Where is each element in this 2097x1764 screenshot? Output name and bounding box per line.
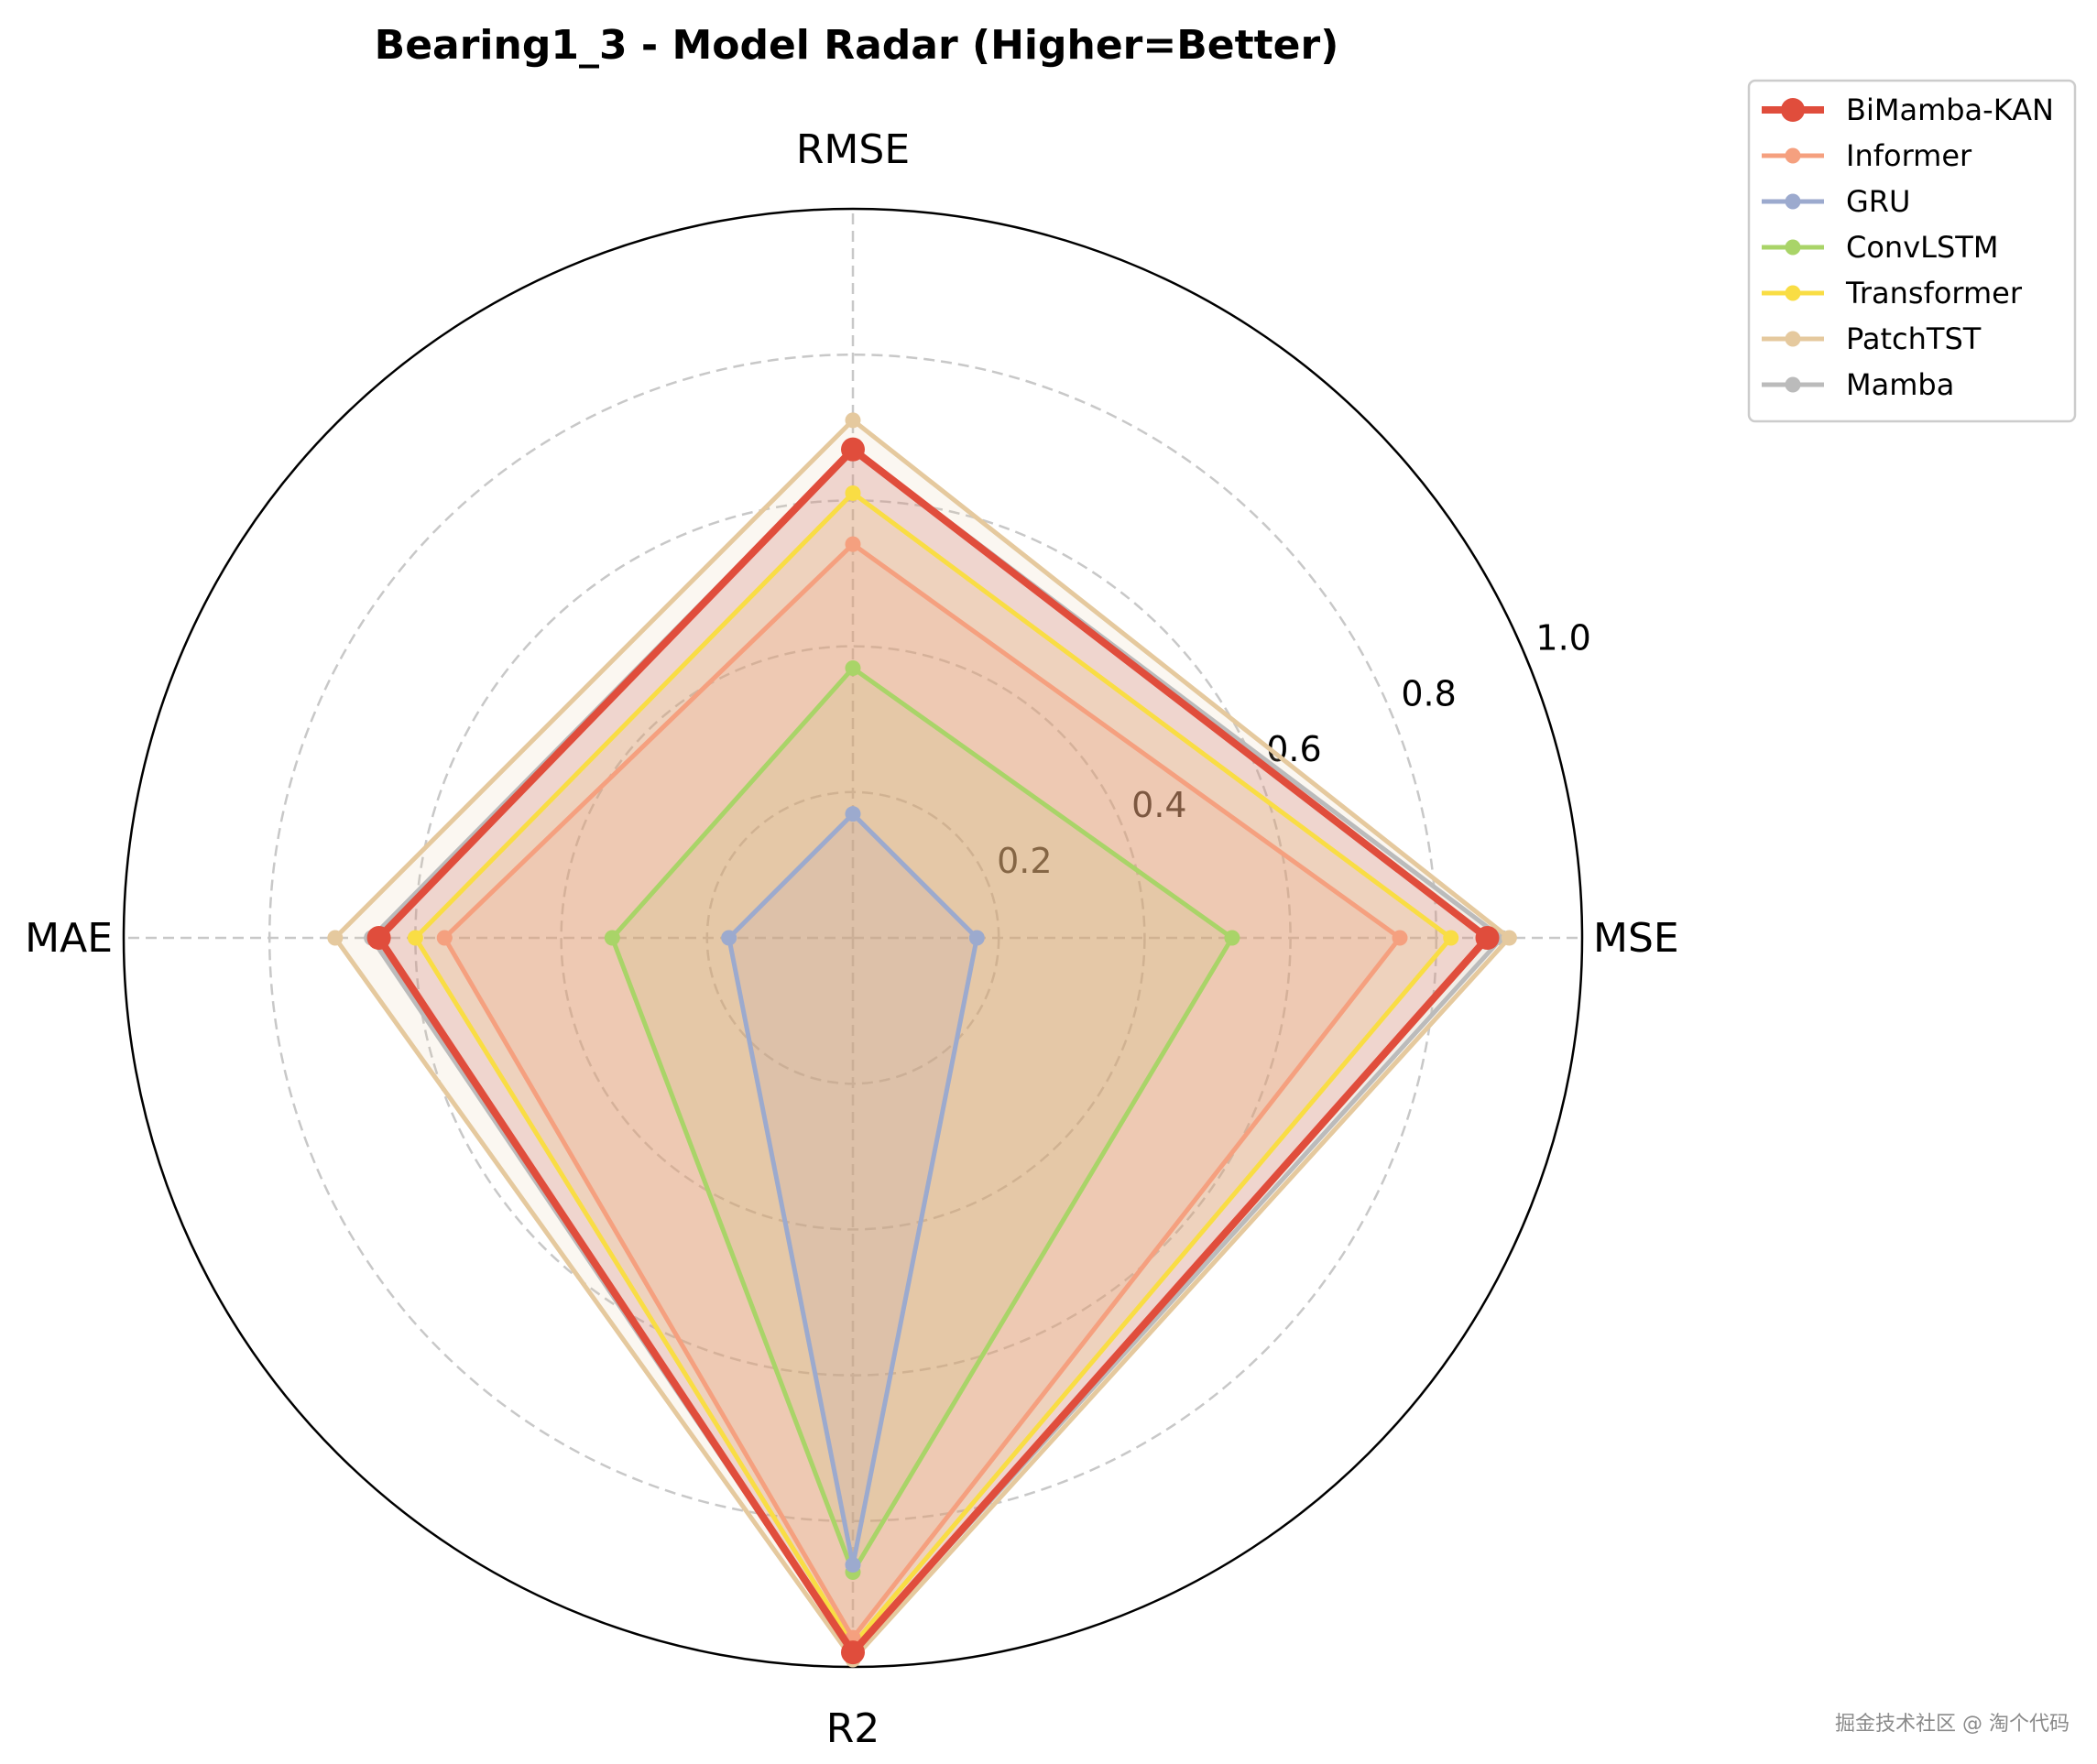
r-tick-label: 0.6	[1266, 729, 1321, 769]
legend-marker	[1785, 239, 1801, 256]
data-point	[407, 930, 423, 946]
data-point	[845, 536, 861, 552]
legend-box	[1747, 79, 2077, 423]
data-point	[1224, 930, 1240, 946]
data-point	[721, 930, 737, 946]
series-fill	[444, 544, 1401, 1639]
watermark-text: 掘金技术社区 @ 淘个代码	[1835, 1713, 2070, 1736]
data-point	[436, 930, 453, 946]
axis-labels: RMSE MSE R2 MAE	[25, 126, 1679, 1752]
legend-label: PatchTST	[1846, 321, 1982, 356]
legend-marker	[1781, 98, 1805, 122]
legend-label: GRU	[1846, 184, 1910, 219]
data-point	[1392, 930, 1408, 946]
axis-label: MSE	[1593, 915, 1679, 962]
legend-label: BiMamba-KAN	[1846, 93, 2054, 127]
legend-label: Mamba	[1846, 367, 1954, 402]
legend-marker	[1785, 147, 1801, 164]
data-point	[327, 930, 344, 946]
data-point	[366, 926, 391, 950]
data-point	[845, 806, 861, 822]
r-tick-label: 0.4	[1131, 785, 1186, 825]
r-tick-label: 0.8	[1401, 673, 1456, 713]
series-fill	[728, 813, 978, 1565]
legend-marker	[1785, 376, 1801, 393]
data-point	[841, 437, 865, 462]
data-point	[604, 930, 620, 946]
data-point	[1475, 926, 1500, 950]
data-point	[1501, 930, 1517, 946]
legend: BiMamba-KAN Informer GRU ConvLSTM Transforme…	[1747, 79, 2077, 423]
legend-label: ConvLSTM	[1846, 230, 1998, 265]
r-tick-label: 1.0	[1535, 617, 1590, 658]
grid-ring	[560, 645, 1146, 1231]
legend-marker	[1785, 193, 1801, 210]
data-point	[845, 485, 861, 501]
data-point	[841, 1640, 865, 1665]
axis-label: R2	[826, 1705, 880, 1752]
legend-marker	[1785, 285, 1801, 301]
chart-title: Bearing1_3 - Model Radar (Higher=Better)	[375, 22, 1339, 69]
data-point	[1443, 930, 1459, 946]
r-tick-label: 0.2	[997, 841, 1052, 881]
legend-label: Informer	[1846, 138, 1972, 173]
data-point	[845, 659, 861, 676]
series-fill	[415, 493, 1451, 1646]
axis-label: MAE	[25, 915, 113, 962]
axis-label: RMSE	[796, 126, 910, 173]
legend-label: Transformer	[1845, 276, 2023, 310]
data-point	[845, 1557, 861, 1573]
series-fill	[378, 449, 1488, 1653]
data-point	[968, 930, 985, 946]
series-lines	[327, 412, 1517, 1668]
data-point	[845, 412, 861, 429]
legend-marker	[1785, 331, 1801, 347]
